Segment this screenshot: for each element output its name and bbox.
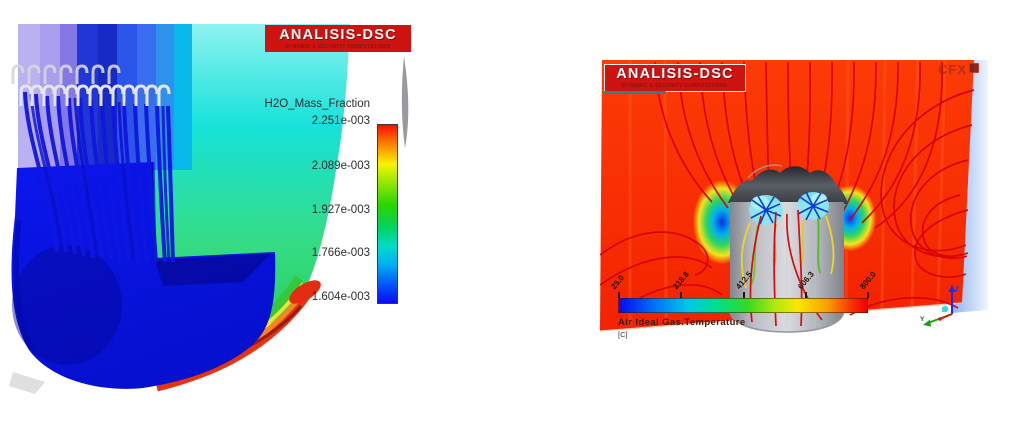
h2o-mass-fraction-figure: ANALISIS-DSC DYNAMIC & SECURITY COMPUTAT… [5, 20, 415, 400]
h2o-legend-tick: 1.766e-003 [311, 247, 370, 259]
h2o-legend-tick: 1.927e-003 [311, 204, 370, 216]
banner-title: ANALISIS-DSC [616, 66, 734, 82]
analisis-dsc-banner-right: ANALISIS-DSC DYNAMIC & SECURITY COMPUTAT… [604, 64, 746, 92]
h2o-legend-tick: 2.089e-003 [311, 160, 370, 172]
temperature-tick: 412.5 [734, 270, 754, 298]
hook-tubes-front-row [19, 84, 171, 106]
analisis-dsc-banner-left: ANALISIS-DSC DYNAMIC & SECURITY COMPUTAT… [265, 25, 411, 52]
temperature-colorbar-ticks: 25.0 218.8 412.5 606.3 800.0 [609, 270, 878, 298]
temperature-tick: 25.0 [609, 270, 626, 298]
cfx-logo-icon [969, 63, 979, 73]
h2o-contour-art [9, 24, 409, 394]
axis-z-label: Z [955, 286, 959, 293]
tick-mark [805, 292, 807, 298]
tick-label: 606.3 [796, 269, 816, 291]
tick-mark [680, 292, 682, 298]
plane-streaks [628, 60, 947, 326]
banner-subtitle: DYNAMIC & SECURITY COMPUTATIONS [622, 83, 728, 89]
h2o-colorbar [377, 124, 398, 304]
banner-subtitle: DYNAMIC & SECURITY COMPUTATIONS [285, 43, 391, 50]
temperature-tick: 606.3 [796, 270, 816, 298]
temperature-colorbar [618, 298, 868, 313]
temperature-tick: 218.8 [671, 270, 691, 298]
blue-feed-tubes-dark [29, 93, 171, 263]
h2o-legend-tick: 2.251e-003 [311, 115, 370, 127]
temperature-unit-label: [C] [618, 330, 628, 339]
gray-geometry-sliver [401, 56, 409, 148]
tick-label: 412.5 [734, 269, 754, 291]
cfx-watermark-text: CFX [938, 62, 967, 77]
axis-triad: Z Y X [920, 285, 959, 327]
banner-underline [604, 91, 666, 94]
temperature-tick: 800.0 [858, 270, 878, 298]
tick-mark [618, 292, 620, 298]
air-temperature-figure: Z Y X ANALISIS-DSC DYNAMIC & SECURITY CO… [600, 60, 992, 355]
h2o-legend-title: H2O_Mass_Fraction [264, 98, 370, 110]
cfx-watermark: CFX [938, 62, 979, 77]
banner-title: ANALISIS-DSC [279, 26, 397, 43]
temperature-variable-label: Air Ideal Gas.Temperature [618, 317, 746, 328]
blue-feed-tubes [23, 91, 175, 263]
h2o-legend-tick: 1.604e-003 [311, 291, 370, 303]
temperature-plane-art: Z Y X [600, 60, 988, 333]
tick-label: 218.8 [671, 269, 691, 291]
tick-mark [743, 292, 745, 298]
tick-mark [867, 292, 869, 298]
axis-y-label: Y [920, 316, 925, 323]
hook-tubes-back-row [11, 64, 121, 84]
